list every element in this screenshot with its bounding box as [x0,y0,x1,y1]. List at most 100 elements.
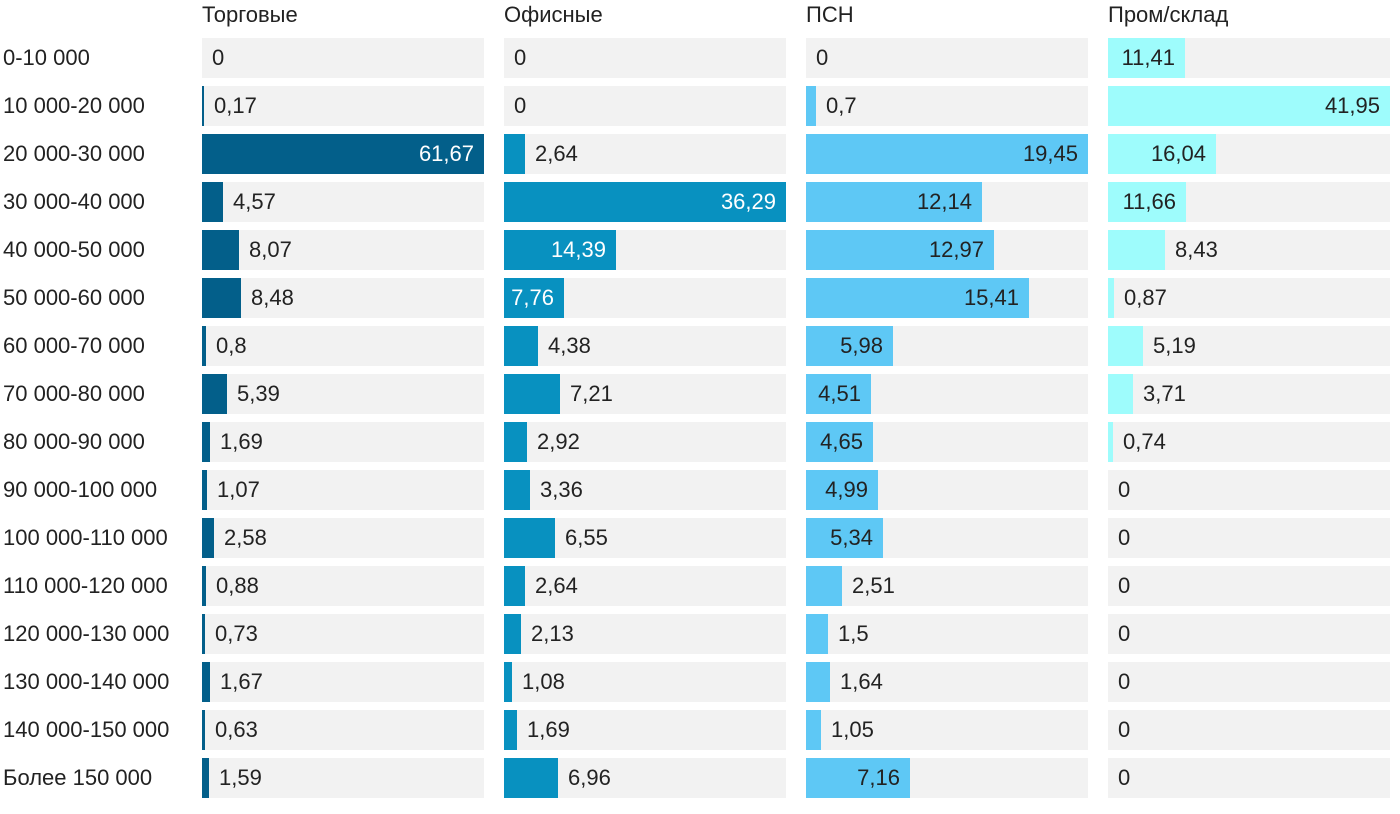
data-label: 11,66 [1122,189,1176,214]
bar-track: 0,8 [202,326,484,366]
data-label: 2,64 [535,141,578,166]
data-label: 0 [514,45,527,70]
bar-track: 41,95 [1108,86,1390,126]
bar [806,422,873,462]
bar [806,566,842,606]
data-label: 5,98 [840,333,883,358]
data-label: 8,48 [251,285,294,310]
bar-track: 1,64 [806,662,1088,702]
bar [806,662,830,702]
bar-track: 61,67 [202,134,484,174]
bar-track: 1,5 [806,614,1088,654]
data-label: 4,38 [548,333,591,358]
data-label: 2,64 [535,573,578,598]
bar-track: 3,36 [504,470,786,510]
bar-track: 12,14 [806,182,1088,222]
series-title: Торговые [202,2,298,27]
bar [1108,326,1143,366]
data-label: 0 [1118,669,1131,694]
bar-track: 4,38 [504,326,786,366]
bar-track: 1,69 [504,710,786,750]
data-label: 2,13 [531,621,574,646]
bar-track: 8,43 [1108,230,1390,270]
data-label: 0 [212,45,225,70]
data-label: 0 [1118,573,1131,598]
bar [202,182,223,222]
bar [504,518,555,558]
bar-track: 0 [1108,662,1390,702]
bar [504,662,512,702]
category-label: 10 000-20 000 [3,93,145,118]
bar [504,134,525,174]
bar [202,422,210,462]
category-label: 120 000-130 000 [3,621,170,646]
bar-track: 6,96 [504,758,786,798]
bar-track: 5,34 [806,518,1088,558]
category-label: 70 000-80 000 [3,381,145,406]
category-label: 140 000-150 000 [3,717,170,742]
bar [1108,38,1185,78]
data-label: 1,69 [220,429,263,454]
data-label: 2,51 [852,573,895,598]
data-label: 7,76 [511,285,554,310]
bar [806,470,878,510]
bar-track: 0,87 [1108,278,1390,318]
bar-track: 5,19 [1108,326,1390,366]
bar-track: 2,51 [806,566,1088,606]
data-label: 3,36 [540,477,583,502]
bar-track: 0 [806,38,1088,78]
bar [1108,86,1390,126]
bar-track: 14,39 [504,230,786,270]
bar [806,86,816,126]
bar [202,374,227,414]
data-label: 5,34 [830,525,873,550]
data-label: 16,04 [1150,141,1206,166]
category-label: 50 000-60 000 [3,285,145,310]
bar [1108,278,1114,318]
bar-track: 7,16 [806,758,1088,798]
bar [202,230,239,270]
bar [1108,374,1133,414]
series-title: Офисные [504,2,603,27]
category-label: 30 000-40 000 [3,189,145,214]
bar [202,470,207,510]
bar-track: 4,57 [202,182,484,222]
bar [202,518,214,558]
data-label: 8,43 [1175,237,1218,262]
data-label: 0,74 [1123,429,1166,454]
data-label: 0 [1118,765,1131,790]
data-label: 0,88 [216,573,259,598]
bar [806,278,1029,318]
bar [504,566,525,606]
data-label: 0,87 [1124,285,1167,310]
bar [806,230,994,270]
bar [504,374,560,414]
bar-track: 4,51 [806,374,1088,414]
bar-track: 0 [1108,518,1390,558]
bar-track: 0 [1108,710,1390,750]
data-label: 3,71 [1143,381,1186,406]
bar-track: 8,48 [202,278,484,318]
bar [1108,230,1165,270]
category-label: Более 150 000 [3,765,153,790]
bar-track: 5,39 [202,374,484,414]
bar-track: 0 [1108,470,1390,510]
bar-track: 12,97 [806,230,1088,270]
data-label: 0,7 [826,93,857,118]
data-label: 1,05 [831,717,874,742]
bar-track: 0 [202,38,484,78]
bar-track: 5,98 [806,326,1088,366]
bar [202,326,206,366]
bar-track: 0 [1108,566,1390,606]
data-label: 1,69 [527,717,570,742]
bar [202,278,241,318]
bar-track: 0 [1108,758,1390,798]
bar-track: 0,88 [202,566,484,606]
data-label: 6,96 [568,765,611,790]
bar-track: 4,99 [806,470,1088,510]
bar [1108,182,1186,222]
bar-track: 0 [504,86,786,126]
category-label: 80 000-90 000 [3,429,145,454]
bar [504,182,786,222]
bar [504,230,616,270]
